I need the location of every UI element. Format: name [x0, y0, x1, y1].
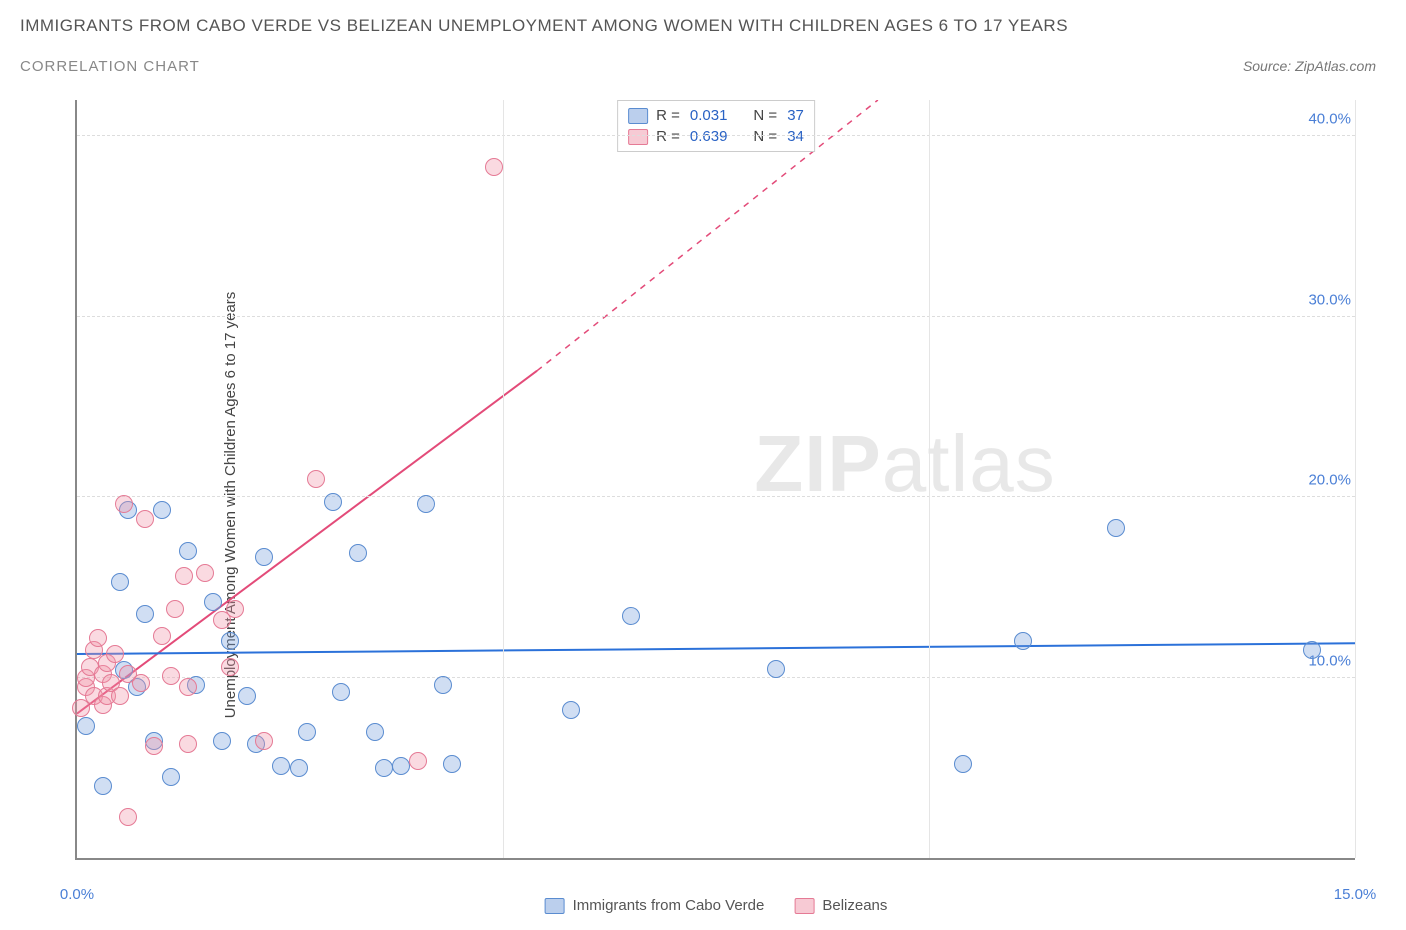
- watermark-zip: ZIP: [754, 419, 881, 508]
- data-point: [290, 759, 308, 777]
- legend-label: Belizeans: [822, 897, 887, 914]
- data-point: [622, 607, 640, 625]
- data-point: [485, 158, 503, 176]
- data-point: [238, 687, 256, 705]
- grid-vertical: [929, 100, 930, 858]
- chart-container: Unemployment Among Women with Children A…: [20, 90, 1386, 920]
- grid-horizontal: [77, 316, 1355, 317]
- r-label: R =: [656, 128, 680, 145]
- data-point: [434, 676, 452, 694]
- legend-stats: R = 0.031 N = 37 R = 0.639 N = 34: [617, 100, 815, 152]
- data-point: [162, 768, 180, 786]
- grid-vertical: [503, 100, 504, 858]
- data-point: [136, 605, 154, 623]
- data-point: [226, 600, 244, 618]
- data-point: [213, 732, 231, 750]
- grid-vertical: [1355, 100, 1356, 858]
- x-tick-label: 15.0%: [1334, 886, 1377, 903]
- data-point: [255, 548, 273, 566]
- y-tick-label: 40.0%: [1308, 111, 1351, 128]
- data-point: [196, 564, 214, 582]
- data-point: [375, 759, 393, 777]
- data-point: [272, 757, 290, 775]
- n-label: N =: [753, 107, 777, 124]
- data-point: [324, 493, 342, 511]
- data-point: [221, 658, 239, 676]
- y-tick-label: 30.0%: [1308, 291, 1351, 308]
- data-point: [77, 717, 95, 735]
- data-point: [119, 808, 137, 826]
- data-point: [443, 755, 461, 773]
- data-point: [153, 501, 171, 519]
- legend-stat-row: R = 0.031 N = 37: [628, 105, 804, 126]
- data-point: [179, 735, 197, 753]
- r-label: R =: [656, 107, 680, 124]
- data-point: [409, 752, 427, 770]
- data-point: [106, 645, 124, 663]
- r-value: 0.639: [690, 128, 728, 145]
- data-point: [221, 632, 239, 650]
- trend-line: [77, 643, 1355, 654]
- data-point: [132, 674, 150, 692]
- trend-line: [77, 371, 537, 714]
- chart-title: IMMIGRANTS FROM CABO VERDE VS BELIZEAN U…: [20, 16, 1068, 36]
- data-point: [954, 755, 972, 773]
- grid-horizontal: [77, 677, 1355, 678]
- data-point: [204, 593, 222, 611]
- data-point: [175, 567, 193, 585]
- data-point: [179, 678, 197, 696]
- data-point: [145, 737, 163, 755]
- data-point: [332, 683, 350, 701]
- data-point: [255, 732, 273, 750]
- grid-horizontal: [77, 135, 1355, 136]
- grid-horizontal: [77, 496, 1355, 497]
- data-point: [179, 542, 197, 560]
- data-point: [162, 667, 180, 685]
- legend-item: Immigrants from Cabo Verde: [545, 897, 765, 914]
- n-label: N =: [753, 128, 777, 145]
- data-point: [111, 573, 129, 591]
- data-point: [366, 723, 384, 741]
- legend-stat-row: R = 0.639 N = 34: [628, 126, 804, 147]
- legend-swatch: [628, 108, 648, 124]
- x-tick-label: 0.0%: [60, 886, 94, 903]
- legend-swatch: [545, 898, 565, 914]
- watermark-atlas: atlas: [882, 419, 1056, 508]
- data-point: [1303, 641, 1321, 659]
- n-value: 37: [787, 107, 804, 124]
- data-point: [349, 544, 367, 562]
- chart-subtitle: CORRELATION CHART: [20, 58, 200, 75]
- data-point: [89, 629, 107, 647]
- data-point: [307, 470, 325, 488]
- plot-area: ZIPatlas R =0.031N =37R =0.639N =34 Immi…: [75, 100, 1355, 860]
- legend-item: Belizeans: [794, 897, 887, 914]
- legend-swatch: [794, 898, 814, 914]
- y-tick-label: 20.0%: [1308, 472, 1351, 489]
- r-value: 0.031: [690, 107, 728, 124]
- source-label: Source: ZipAtlas.com: [1243, 58, 1376, 74]
- legend-series: Immigrants from Cabo Verde Belizeans: [545, 897, 888, 914]
- data-point: [767, 660, 785, 678]
- legend-label: Immigrants from Cabo Verde: [573, 897, 765, 914]
- data-point: [153, 627, 171, 645]
- data-point: [111, 687, 129, 705]
- data-point: [136, 510, 154, 528]
- data-point: [94, 777, 112, 795]
- data-point: [1107, 519, 1125, 537]
- data-point: [417, 495, 435, 513]
- legend-swatch: [628, 129, 648, 145]
- data-point: [1014, 632, 1032, 650]
- n-value: 34: [787, 128, 804, 145]
- data-point: [562, 701, 580, 719]
- data-point: [392, 757, 410, 775]
- data-point: [166, 600, 184, 618]
- data-point: [298, 723, 316, 741]
- data-point: [115, 495, 133, 513]
